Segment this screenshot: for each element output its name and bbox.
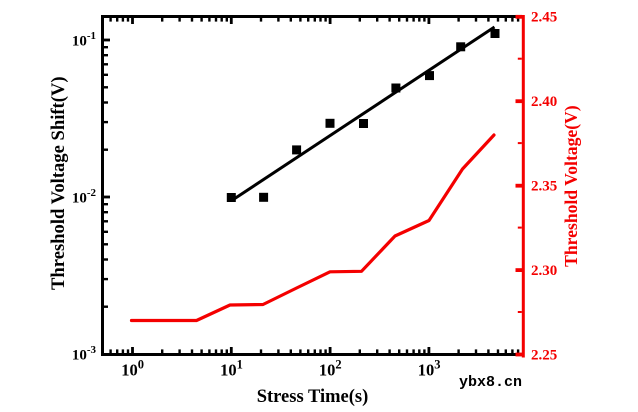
svg-text:2.45: 2.45 (531, 10, 557, 26)
svg-text:2.30: 2.30 (531, 263, 557, 279)
svg-text:Stress Time(s): Stress Time(s) (257, 387, 369, 407)
svg-text:2.25: 2.25 (531, 347, 557, 363)
svg-text:2.40: 2.40 (531, 94, 557, 110)
svg-text:ybx8.cn: ybx8.cn (459, 374, 522, 391)
svg-text:Threshold Voltage Shift(V): Threshold Voltage Shift(V) (48, 76, 69, 290)
svg-text:Threshold Voltage(V): Threshold Voltage(V) (561, 105, 581, 267)
svg-text:2.35: 2.35 (531, 179, 557, 195)
